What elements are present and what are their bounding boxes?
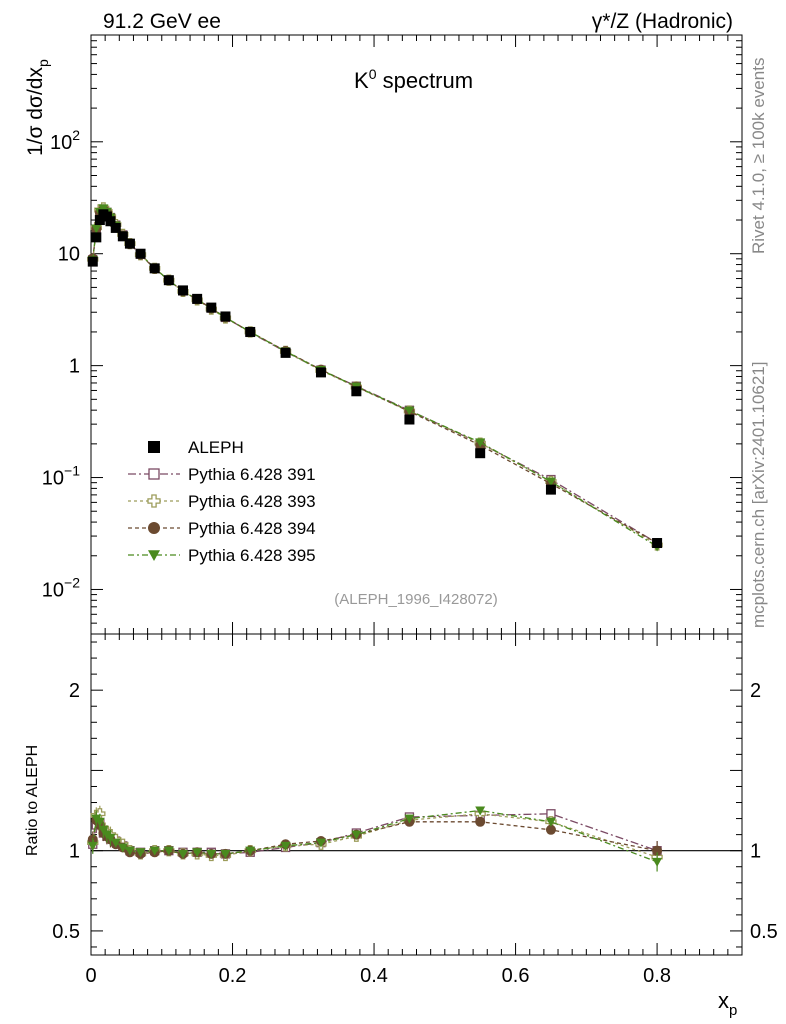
legend-marker [147,494,161,508]
mc-line-main [92,207,658,548]
mc-ratio-point [98,825,109,835]
ratio-y-tick-label-right: 1 [750,841,761,863]
mc-ratio-point [94,817,105,827]
x-tick-label: 0.2 [219,965,247,987]
xlabel: xp [718,988,737,1019]
data-point [110,222,121,233]
main-ylabel: 1/σ dσ/dxp [24,59,51,156]
legend-label: ALEPH [188,438,244,457]
main-frame [90,34,743,635]
mc-point [404,406,415,416]
mc-ratio-point [117,843,128,853]
data-point [245,326,256,337]
mc-ratio-point [177,849,188,859]
data-point [124,238,135,249]
data-point [94,215,105,226]
ratio-y-tick-label: 2 [69,680,80,702]
mc-point [545,477,556,487]
x-tick-label: 0 [85,965,96,987]
mc-ratio-point [105,833,116,843]
data-point [87,256,98,267]
ratio-y-tick-label: 1 [69,841,80,863]
header-left: 91.2 GeV ee [103,10,221,33]
data-point [545,484,556,495]
data-point [105,216,116,227]
data-point [163,275,174,286]
legend-marker [148,468,160,480]
mc-line-ratio [92,818,658,855]
data-point [149,263,160,274]
legend-marker [148,522,160,534]
data-point [280,347,291,358]
chart-title: K0 spectrum [354,66,473,93]
legend-marker [148,550,160,561]
x-tick-label: 0.6 [502,965,530,987]
data-point [315,367,326,378]
legend-label: Pythia 6.428 391 [188,465,316,484]
mc-ratio-point [245,846,256,856]
mc-ratio-point [315,838,326,848]
mc-ratio-point [475,816,486,827]
x-tick-label: 0.8 [643,965,671,987]
legend-label: Pythia 6.428 393 [188,492,316,511]
mc-ratio-point [280,841,291,851]
data-point [351,386,362,397]
mc-ratio-point [652,845,663,856]
mc-ratio-point [87,841,98,851]
y-tick-label: 10−2 [42,574,80,601]
ratio-y-tick-label-right: 0.5 [750,921,778,943]
analysis-id: (ALEPH_1996_I428072) [334,591,497,608]
header-right: γ*/Z (Hadronic) [592,10,733,33]
mc-ratio-point [110,838,121,848]
ratio-ylabel: Ratio to ALEPH [24,745,41,856]
data-point [220,311,231,322]
ratio-frame [90,633,743,956]
mc-ratio-point [206,849,217,859]
mc-ratio-point [404,814,415,824]
y-tick-label: 10−1 [42,463,80,490]
legend-marker [148,441,160,453]
mcplots-label: mcplots.cern.ch [arXiv:2401.10621] [749,362,768,628]
mc-ratio-point [351,830,362,840]
rivet-label: Rivet 4.1.0, ≥ 100k events [749,58,768,254]
ratio-y-tick-label-right: 2 [750,680,761,702]
mc-ratio-point [545,824,556,835]
mc-ratio-point [652,857,663,867]
data-point [192,293,203,304]
y-tick-label: 10 [58,244,80,266]
mc-ratio-point [545,817,556,827]
mc-point [475,438,486,448]
mc-line-main [92,208,658,544]
data-point [91,232,102,243]
mc-ratio-point [475,806,486,816]
data-point [177,285,188,296]
ratio-y-tick-label: 0.5 [52,921,80,943]
data-point [475,448,486,459]
y-tick-label: 1 [69,356,80,378]
legend-label: Pythia 6.428 394 [188,519,316,538]
mc-line-main [92,207,658,546]
data-point [135,248,146,259]
x-tick-label: 0.4 [360,965,388,987]
y-tick-label: 102 [50,127,80,154]
mc-line-main [92,208,658,544]
data-point [117,231,128,242]
mc-ratio-point [124,846,135,856]
mc-point [91,224,102,234]
mc-ratio-point [192,848,203,858]
data-point [206,302,217,313]
mc-ratio-point [135,848,146,858]
legend-label: Pythia 6.428 395 [188,546,316,565]
mc-ratio-point [149,846,160,856]
mc-ratio-point [163,846,174,856]
data-point [404,414,415,425]
mc-ratio-point [220,849,231,859]
data-point [652,538,663,549]
